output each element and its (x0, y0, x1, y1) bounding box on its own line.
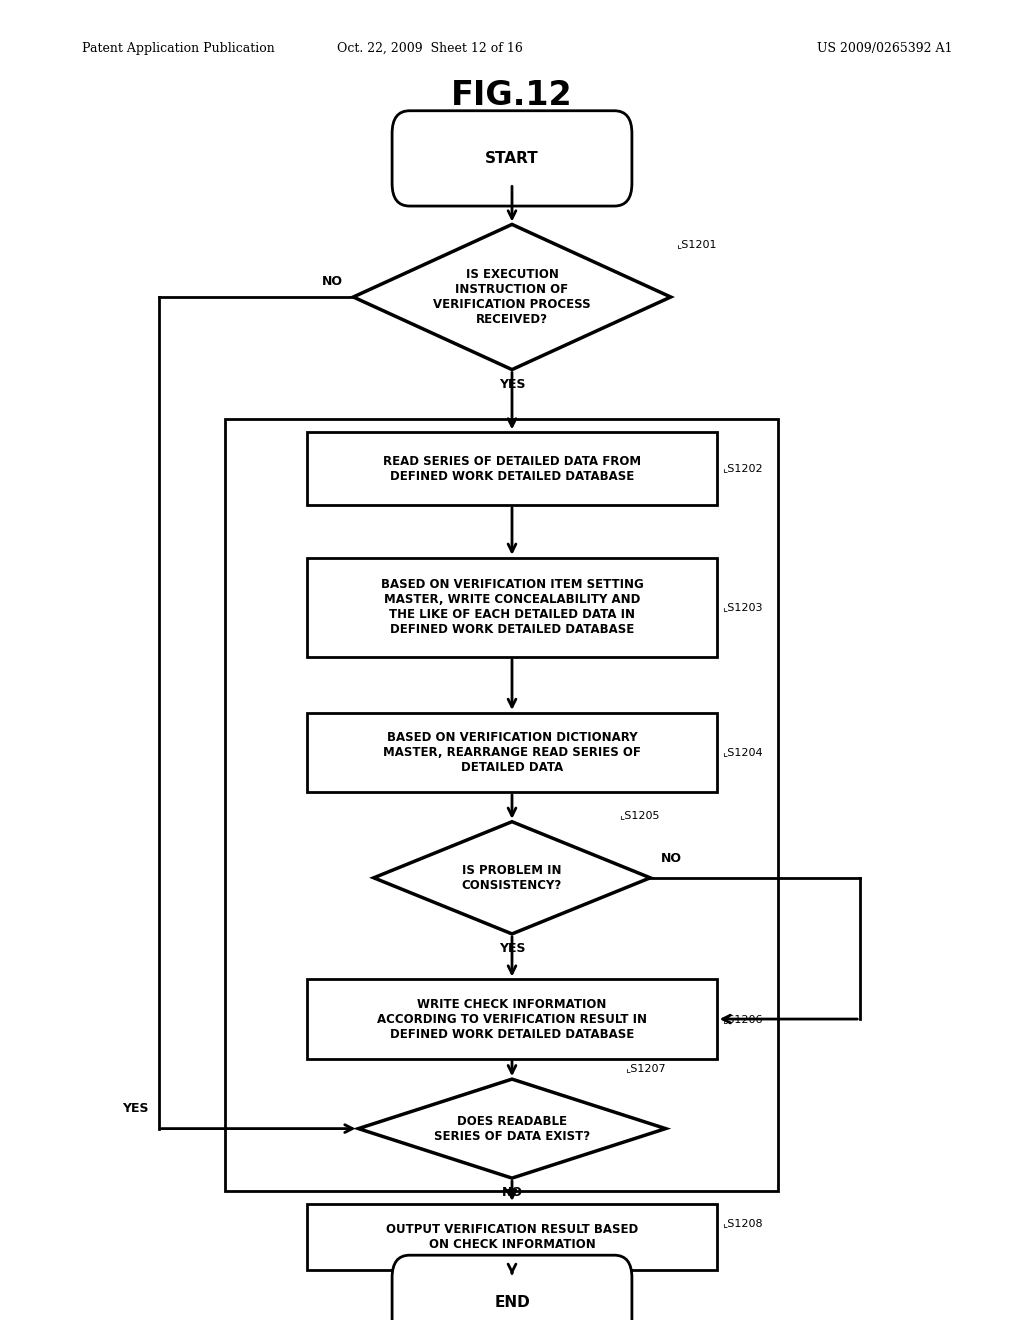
Text: ⌞S1201: ⌞S1201 (676, 239, 717, 249)
Text: IS PROBLEM IN
CONSISTENCY?: IS PROBLEM IN CONSISTENCY? (462, 863, 562, 892)
Text: ⌞S1207: ⌞S1207 (625, 1064, 666, 1073)
Text: Oct. 22, 2009  Sheet 12 of 16: Oct. 22, 2009 Sheet 12 of 16 (337, 42, 523, 55)
Text: START: START (485, 150, 539, 166)
Text: BASED ON VERIFICATION DICTIONARY
MASTER, REARRANGE READ SERIES OF
DETAILED DATA: BASED ON VERIFICATION DICTIONARY MASTER,… (383, 731, 641, 774)
Text: ⌞S1204: ⌞S1204 (722, 747, 763, 758)
Bar (307, 979, 717, 1059)
Text: DOES READABLE
SERIES OF DATA EXIST?: DOES READABLE SERIES OF DATA EXIST? (434, 1114, 590, 1143)
Text: US 2009/0265392 A1: US 2009/0265392 A1 (817, 42, 952, 55)
Text: Patent Application Publication: Patent Application Publication (82, 42, 274, 55)
Text: ⌞S1203: ⌞S1203 (722, 602, 763, 612)
Text: ⌞S1205: ⌞S1205 (620, 810, 660, 820)
Text: YES: YES (499, 942, 525, 954)
Text: WRITE CHECK INFORMATION
ACCORDING TO VERIFICATION RESULT IN
DEFINED WORK DETAILE: WRITE CHECK INFORMATION ACCORDING TO VER… (377, 998, 647, 1040)
FancyBboxPatch shape (392, 1255, 632, 1320)
Text: YES: YES (122, 1102, 148, 1115)
Text: ⌞S1206: ⌞S1206 (722, 1014, 763, 1024)
Text: READ SERIES OF DETAILED DATA FROM
DEFINED WORK DETAILED DATABASE: READ SERIES OF DETAILED DATA FROM DEFINE… (383, 454, 641, 483)
Text: ⌞S1208: ⌞S1208 (722, 1218, 763, 1229)
Text: ⌞S1202: ⌞S1202 (722, 463, 763, 474)
Polygon shape (358, 1080, 666, 1179)
Text: NO: NO (502, 1187, 522, 1199)
Bar (225, 420, 778, 1191)
Polygon shape (353, 224, 671, 370)
Bar (307, 1204, 717, 1270)
Text: YES: YES (499, 378, 525, 391)
Bar (307, 433, 717, 504)
Text: IS EXECUTION
INSTRUCTION OF
VERIFICATION PROCESS
RECEIVED?: IS EXECUTION INSTRUCTION OF VERIFICATION… (433, 268, 591, 326)
Text: NO: NO (322, 275, 343, 288)
Text: OUTPUT VERIFICATION RESULT BASED
ON CHECK INFORMATION: OUTPUT VERIFICATION RESULT BASED ON CHEC… (386, 1222, 638, 1251)
Polygon shape (374, 821, 650, 935)
Bar (307, 557, 717, 656)
Text: BASED ON VERIFICATION ITEM SETTING
MASTER, WRITE CONCEALABILITY AND
THE LIKE OF : BASED ON VERIFICATION ITEM SETTING MASTE… (381, 578, 643, 636)
Text: NO: NO (660, 851, 682, 865)
Text: END: END (495, 1295, 529, 1311)
Bar (307, 713, 717, 792)
Text: FIG.12: FIG.12 (452, 79, 572, 112)
FancyBboxPatch shape (392, 111, 632, 206)
